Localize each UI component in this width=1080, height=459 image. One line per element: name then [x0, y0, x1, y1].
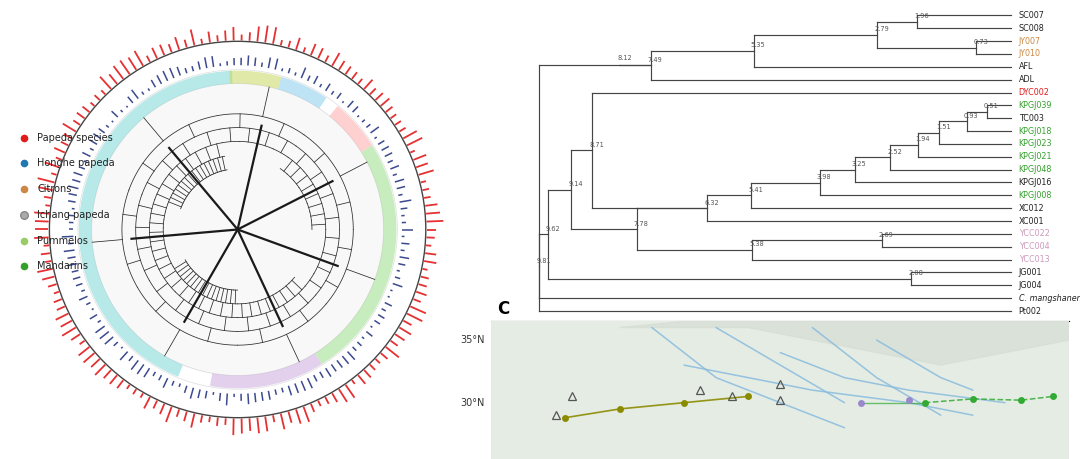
Text: KPGJ048: KPGJ048 — [1018, 165, 1052, 174]
Text: 3.98: 3.98 — [816, 174, 832, 180]
Polygon shape — [210, 353, 322, 388]
Text: 9.14: 9.14 — [568, 181, 583, 187]
Text: ADL: ADL — [1018, 75, 1035, 84]
Text: 5.41: 5.41 — [748, 187, 762, 193]
Text: Papeda species: Papeda species — [38, 133, 113, 143]
Text: JG001: JG001 — [1018, 268, 1042, 277]
Text: 8.71: 8.71 — [590, 142, 604, 148]
Text: Ichang papeda: Ichang papeda — [38, 210, 110, 220]
Text: 6.32: 6.32 — [704, 200, 719, 206]
Text: 7.49: 7.49 — [648, 56, 663, 62]
Text: JY010: JY010 — [1018, 50, 1041, 58]
Text: 2.79: 2.79 — [874, 26, 889, 32]
Text: 2.69: 2.69 — [879, 232, 894, 238]
Text: XC012: XC012 — [1018, 204, 1044, 213]
Text: KPGJ023: KPGJ023 — [1018, 140, 1052, 148]
Text: 1.94: 1.94 — [915, 136, 930, 142]
Text: SC008: SC008 — [1018, 24, 1044, 33]
Text: 3.25: 3.25 — [852, 161, 867, 167]
Text: JY007: JY007 — [1018, 37, 1041, 45]
Text: 1.96: 1.96 — [914, 13, 929, 19]
Polygon shape — [620, 321, 1069, 365]
Text: 5.38: 5.38 — [750, 241, 765, 247]
Text: Citrons: Citrons — [38, 184, 72, 194]
Text: 0.73: 0.73 — [973, 39, 988, 45]
Polygon shape — [79, 71, 232, 377]
Polygon shape — [278, 77, 326, 108]
Text: KPGJ021: KPGJ021 — [1018, 152, 1052, 161]
Text: Pt002: Pt002 — [1018, 307, 1041, 315]
Text: Honghe papeda: Honghe papeda — [38, 158, 116, 168]
Text: 0.51: 0.51 — [984, 103, 999, 109]
Text: C. mangshanensis: C. mangshanensis — [1018, 294, 1080, 302]
Text: 35°N: 35°N — [460, 335, 485, 345]
Text: AFL: AFL — [1018, 62, 1032, 71]
Text: YCC013: YCC013 — [1018, 255, 1050, 264]
Text: KPGJ039: KPGJ039 — [1018, 101, 1052, 110]
Text: 2.52: 2.52 — [887, 149, 902, 155]
Text: JG004: JG004 — [1018, 281, 1042, 290]
Text: Mandarins: Mandarins — [38, 261, 89, 271]
Text: 9.81: 9.81 — [536, 257, 551, 263]
Text: 7.78: 7.78 — [634, 220, 649, 227]
Text: KPGJ008: KPGJ008 — [1018, 191, 1052, 200]
Text: YCC004: YCC004 — [1018, 242, 1050, 251]
Text: Pummelos: Pummelos — [38, 235, 89, 246]
Text: 0.93: 0.93 — [963, 113, 978, 119]
Text: TC003: TC003 — [1018, 114, 1043, 123]
Polygon shape — [229, 71, 282, 89]
Circle shape — [92, 84, 383, 375]
Text: 5.35: 5.35 — [751, 42, 766, 48]
Text: 2.08: 2.08 — [908, 270, 923, 276]
Text: C: C — [497, 300, 510, 318]
Text: 8.12: 8.12 — [618, 56, 632, 62]
Text: DYC002: DYC002 — [1018, 88, 1050, 97]
Text: XC001: XC001 — [1018, 217, 1044, 225]
Text: 9.62: 9.62 — [545, 226, 561, 232]
Text: 30°N: 30°N — [460, 397, 485, 408]
Polygon shape — [315, 146, 396, 364]
Text: KPGJ016: KPGJ016 — [1018, 178, 1052, 187]
Text: 1.51: 1.51 — [936, 124, 950, 130]
Text: SC007: SC007 — [1018, 11, 1044, 20]
Text: KPGJ018: KPGJ018 — [1018, 127, 1052, 135]
Text: YCC022: YCC022 — [1018, 230, 1050, 238]
Polygon shape — [329, 106, 373, 152]
